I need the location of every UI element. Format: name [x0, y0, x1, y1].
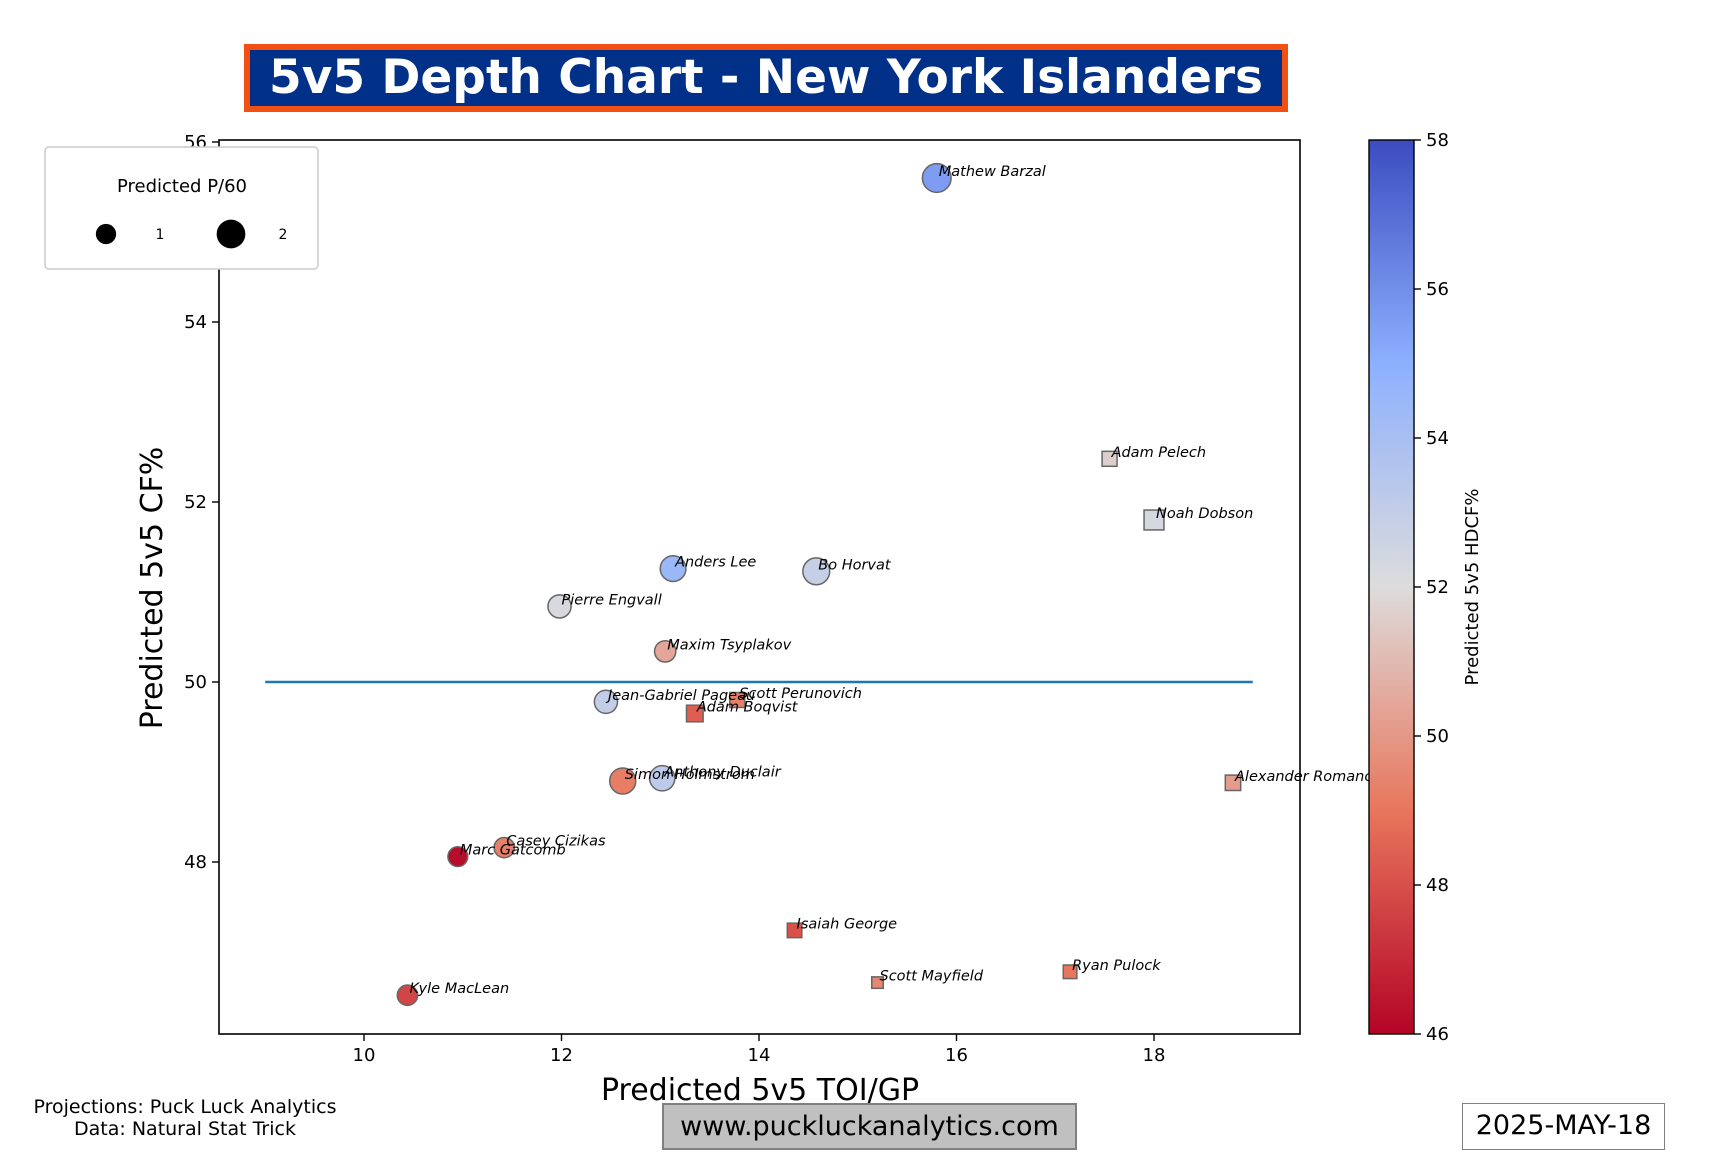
point-label-12: Alexander Romanov	[1234, 769, 1382, 785]
x-tick-label-3: 16	[945, 1045, 968, 1066]
point-7	[593, 689, 619, 715]
point-label-0: Mathew Barzal	[939, 164, 1046, 180]
legend-title: Predicted P/60	[117, 176, 247, 197]
point-label-18: Kyle MacLean	[409, 981, 509, 997]
date-badge: 2025-MAY-18	[1462, 1103, 1665, 1150]
point-label-2: Noah Dobson	[1156, 506, 1253, 522]
point-11	[648, 764, 676, 792]
point-label-1: Adam Pelech	[1111, 445, 1207, 461]
point-label-9: Adam Boqvist	[696, 700, 799, 716]
point-label-13: Casey Cizikas	[506, 834, 606, 850]
point-label-6: Maxim Tsyplakov	[667, 637, 791, 653]
point-labels: Mathew Barzal Adam Pelech Noah Dobson Ander…	[409, 164, 1382, 997]
legend-box	[44, 146, 319, 270]
point-14	[447, 845, 469, 868]
colorbar-tick-label-1: 48	[1426, 875, 1449, 896]
point-15	[786, 922, 803, 939]
point-4	[802, 557, 831, 586]
y-tick-label-0: 48	[184, 852, 207, 873]
colorbar: 46 48 50 52 54 56 58 Predicted 5v5 HDCF%	[1368, 130, 1483, 1045]
y-axis-label: Predicted 5v5 CF%	[135, 447, 170, 730]
x-tick-label-4: 18	[1143, 1045, 1166, 1066]
point-9	[685, 704, 704, 723]
point-16	[1062, 964, 1078, 980]
colorbar-tick-label-0: 46	[1426, 1024, 1449, 1045]
point-6	[653, 640, 677, 663]
legend-marker-1	[216, 219, 246, 249]
point-8	[729, 691, 746, 709]
plot-frame	[218, 139, 1301, 1035]
colorbar-gradient	[1368, 139, 1415, 1035]
points-layer	[396, 162, 1242, 1007]
colorbar-tick-label-6: 58	[1426, 130, 1449, 151]
point-3	[659, 555, 687, 583]
credits: Projections: Puck Luck Analytics Data: N…	[0, 1096, 370, 1140]
point-12	[1224, 774, 1242, 792]
size-legend: Predicted P/60 1 2	[44, 146, 319, 270]
point-label-17: Scott Mayfield	[880, 969, 984, 985]
point-label-4: Bo Horvat	[818, 557, 892, 573]
y-tick-label-2: 52	[184, 492, 207, 513]
x-tick-label-2: 14	[748, 1045, 771, 1066]
website-badge: www.puckluckanalytics.com	[662, 1103, 1077, 1150]
point-2	[1143, 509, 1165, 531]
colorbar-tick-label-5: 56	[1426, 279, 1449, 300]
x-tick-label-1: 12	[550, 1045, 573, 1066]
point-17	[871, 976, 884, 990]
point-18	[396, 984, 419, 1007]
point-label-14: Marc Gatcomb	[460, 843, 566, 859]
point-0	[921, 162, 952, 194]
credit-projections: Projections: Puck Luck Analytics	[33, 1096, 337, 1118]
point-1	[1101, 450, 1118, 468]
legend-label-0: 1	[156, 227, 165, 243]
chart-title: 5v5 Depth Chart - New York Islanders	[244, 44, 1288, 112]
point-label-15: Isaiah George	[797, 916, 898, 932]
legend-label-1: 2	[279, 227, 288, 243]
point-label-10: Simon Holmstrom	[625, 767, 755, 783]
colorbar-label: Predicted 5v5 HDCF%	[1462, 489, 1483, 686]
point-label-3: Anders Lee	[674, 555, 756, 571]
point-label-11: Anthony Duclair	[663, 764, 782, 780]
point-10	[608, 767, 637, 795]
point-13	[493, 836, 516, 859]
colorbar-tick-label-4: 54	[1426, 428, 1449, 449]
point-label-7: Jean-Gabriel Pageau	[605, 688, 755, 704]
point-label-8: Scott Perunovich	[739, 686, 862, 702]
y-tick-label-1: 50	[184, 672, 207, 693]
point-label-16: Ryan Pulock	[1072, 958, 1161, 974]
credit-data: Data: Natural Stat Trick	[74, 1118, 296, 1140]
colorbar-tick-label-3: 52	[1426, 577, 1449, 598]
legend-marker-0	[95, 223, 117, 245]
x-axis-label: Predicted 5v5 TOI/GP	[601, 1073, 919, 1108]
x-tick-label-0: 10	[353, 1045, 376, 1066]
y-tick-label-3: 54	[184, 312, 207, 333]
point-5	[547, 594, 572, 619]
colorbar-tick-label-2: 50	[1426, 726, 1449, 747]
point-label-5: Pierre Engvall	[562, 592, 662, 608]
